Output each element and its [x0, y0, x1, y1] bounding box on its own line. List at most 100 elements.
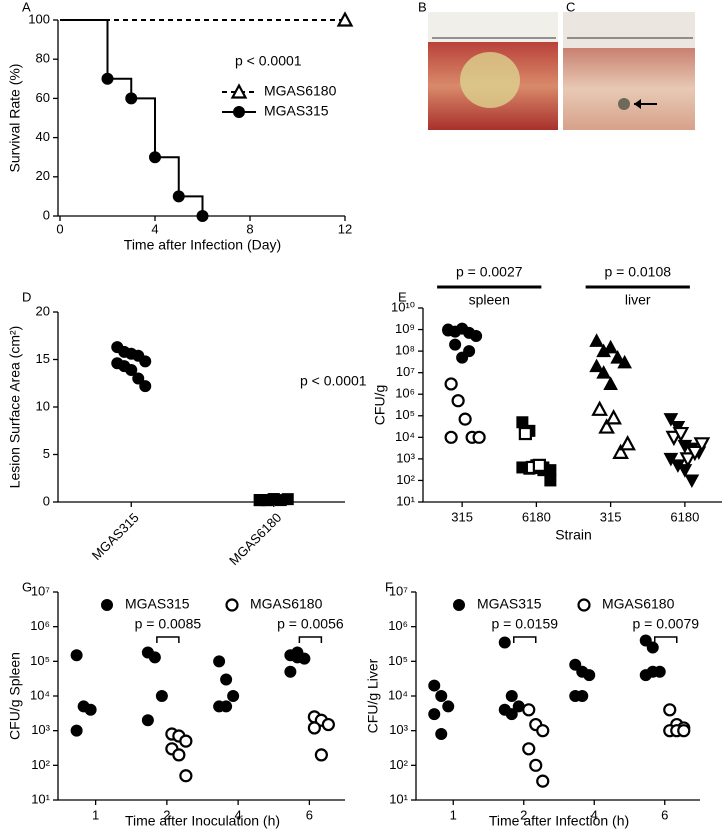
axis — [57, 312, 345, 503]
point — [505, 708, 518, 721]
point — [577, 598, 591, 612]
point — [435, 690, 448, 702]
point — [321, 717, 335, 732]
point — [610, 350, 625, 364]
point — [693, 437, 711, 453]
point — [307, 721, 321, 735]
panel-letter: D — [22, 289, 31, 304]
y-tick-label: 10⁴ — [30, 687, 50, 702]
point — [686, 445, 704, 462]
point — [612, 443, 629, 459]
x-tick-label: MGAS6180 — [226, 510, 284, 568]
y-tick-label: 10¹⁰ — [391, 299, 415, 314]
point — [522, 742, 536, 756]
point — [603, 376, 618, 390]
y-tick-label: 10² — [389, 757, 408, 772]
panel-letter: C — [566, 0, 575, 14]
tissue-label: liver — [625, 292, 651, 308]
annotation: p < 0.0001 — [300, 373, 367, 389]
point — [435, 728, 448, 741]
y-tick-label: 80 — [36, 51, 50, 66]
point — [532, 458, 546, 472]
y-tick-label: 10⁶ — [395, 386, 415, 401]
x-tick-label: 6 — [306, 807, 313, 822]
y-tick-label: 10⁶ — [388, 618, 408, 633]
point — [179, 734, 193, 748]
point — [284, 665, 297, 678]
point — [603, 339, 618, 354]
legend-label: MGAS6180 — [264, 83, 337, 99]
point — [444, 377, 458, 391]
point — [589, 358, 604, 373]
y-tick-label: 10 — [36, 398, 50, 413]
x-tick-label: 6 — [661, 807, 668, 822]
point — [536, 774, 550, 788]
y-tick-label: 0 — [43, 207, 50, 222]
x-tick-label: 8 — [246, 221, 253, 236]
comparison-label: p = 0.0159 — [491, 616, 558, 632]
point — [684, 474, 700, 488]
point — [583, 669, 596, 682]
point — [672, 426, 690, 443]
point — [281, 493, 294, 506]
comparison-bracket — [156, 636, 180, 643]
point — [84, 703, 97, 716]
y-tick-label: 10¹ — [31, 791, 50, 806]
point — [213, 655, 226, 668]
x-tick-label: 6180 — [522, 509, 551, 524]
y-tick-label: 10³ — [396, 450, 415, 465]
point — [139, 380, 152, 393]
point — [472, 430, 486, 444]
point — [149, 151, 161, 164]
x-tick-label: 0 — [56, 221, 63, 236]
y-tick-label: 60 — [36, 90, 50, 105]
point — [179, 769, 193, 783]
y-tick-label: 10⁵ — [388, 653, 408, 668]
point — [148, 651, 161, 664]
comparison-label: p = 0.0085 — [135, 616, 202, 632]
point — [663, 703, 677, 717]
y-tick-label: 10⁹ — [395, 321, 415, 336]
point — [576, 690, 589, 702]
point — [663, 413, 679, 427]
y-tick-label: 10⁵ — [395, 407, 415, 422]
point — [336, 11, 354, 27]
point — [101, 599, 113, 611]
point — [453, 599, 465, 611]
legend-label: MGAS315 — [264, 103, 329, 119]
comparison-label: p = 0.0108 — [604, 264, 671, 280]
point — [227, 690, 240, 702]
point — [233, 106, 245, 118]
point — [132, 372, 145, 385]
legend-label: MGAS6180 — [250, 596, 323, 612]
y-tick-label: 40 — [36, 129, 50, 144]
point — [141, 714, 154, 727]
point — [444, 430, 458, 444]
x-axis-label: Strain — [555, 527, 592, 543]
y-tick-label: 100 — [28, 11, 50, 26]
point — [458, 412, 472, 426]
point — [617, 354, 632, 369]
y-tick-label: 10¹ — [389, 791, 408, 806]
point — [230, 83, 248, 99]
panel-letter: F — [385, 579, 393, 594]
point — [591, 400, 608, 416]
x-tick-label: 12 — [338, 221, 352, 236]
x-tick-label: 6180 — [670, 509, 699, 524]
point — [536, 724, 550, 738]
photo-c — [563, 12, 695, 130]
point — [155, 690, 168, 702]
point — [451, 394, 465, 408]
comparison-label: p = 0.0079 — [632, 616, 699, 632]
point — [598, 418, 615, 434]
x-axis-label: Time after Inoculation (h) — [125, 813, 280, 829]
point — [70, 649, 83, 662]
y-tick-label: 10⁶ — [30, 618, 50, 633]
panel-letter: A — [22, 0, 31, 14]
y-tick-label: 0 — [43, 493, 50, 508]
point — [529, 758, 543, 772]
point — [449, 338, 462, 351]
point — [518, 426, 532, 441]
point — [522, 703, 536, 717]
point — [505, 690, 518, 702]
